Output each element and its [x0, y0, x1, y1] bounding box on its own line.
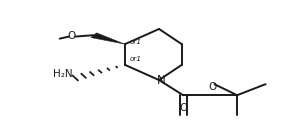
Text: O: O	[67, 31, 76, 41]
Text: or1: or1	[129, 39, 141, 45]
Text: H₂N: H₂N	[53, 69, 72, 79]
Polygon shape	[91, 33, 125, 44]
Text: O: O	[208, 82, 216, 92]
Text: O: O	[179, 103, 187, 113]
Text: or1: or1	[129, 56, 141, 62]
Text: N: N	[157, 74, 166, 87]
